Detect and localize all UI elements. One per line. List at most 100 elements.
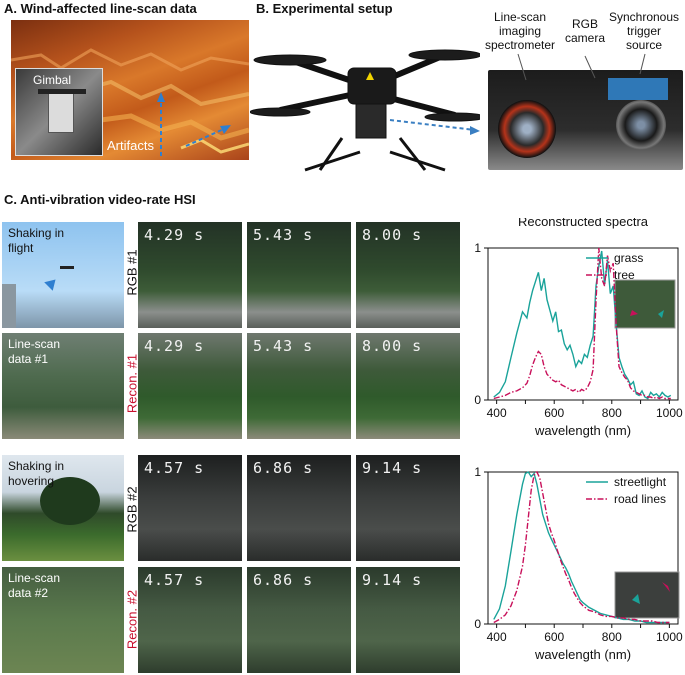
row4-side-label: Line-scan data #2 — [8, 571, 60, 601]
row2-frame-3-time: 8.00 s — [362, 337, 423, 355]
chart-2-legend-label-1: road lines — [614, 492, 666, 506]
row4-side-image: Line-scan data #2 — [2, 567, 124, 673]
row3-frame-2-time: 6.86 s — [253, 459, 314, 477]
chart-1-inset-photo — [614, 279, 676, 329]
gimbal-inset-photo — [15, 68, 103, 156]
chart-1-xtick-label-0: 400 — [487, 406, 507, 420]
chart-2-xtick-label-2: 600 — [544, 630, 564, 644]
spectra-chart-2: 400 600 800 1000 0 1 wavelength (nm) streetligh… — [474, 465, 683, 662]
row2-frame-1: 4.29 s — [138, 333, 242, 439]
trigger-label: Synchronous trigger source — [604, 10, 684, 52]
row2-side-label: Line-scan data #1 — [8, 337, 60, 367]
row2-side-line2: data #1 — [8, 352, 49, 366]
panel-c-title: C. Anti-vibration video-rate HSI — [4, 192, 196, 207]
row4-side-line2: data #2 — [8, 586, 49, 600]
panel-b-title: B. Experimental setup — [256, 1, 393, 16]
chart-1-ytick-label-0: 0 — [474, 393, 481, 407]
row1-side-image: Shaking in flight — [2, 222, 124, 328]
row1-drone-mark — [60, 266, 74, 269]
chart-1-ytick-label-1: 1 — [474, 241, 481, 255]
chart-2-legend-label-0: streetlight — [614, 475, 667, 489]
chart-2-xtick-label-6: 1000 — [656, 630, 683, 644]
chart-2-inset-photo — [614, 571, 680, 619]
chart-1-series-tree — [493, 247, 671, 400]
row3-frame-3-time: 9.14 s — [362, 459, 423, 477]
spectrometer-setup-photo — [488, 70, 683, 170]
chart-2-series-streetlight — [493, 471, 670, 624]
row3-frame-1-time: 4.57 s — [144, 459, 205, 477]
row3-side-image: Shaking in hovering — [2, 455, 124, 561]
drone-illustration — [250, 49, 480, 172]
row1-frame-2-time: 5.43 s — [253, 226, 314, 244]
row1-frame-2: 5.43 s — [247, 222, 351, 328]
row4-frame-3: 9.14 s — [356, 567, 460, 673]
row2-frame-3: 8.00 s — [356, 333, 460, 439]
camera-label: RGB camera — [565, 17, 605, 45]
row2-side-line1: Line-scan — [8, 337, 61, 351]
artifacts-label: Artifacts — [107, 138, 154, 153]
spectrometer-lens — [498, 100, 556, 158]
panel-a-title: A. Wind-affected line-scan data — [4, 1, 197, 16]
row4-side-line1: Line-scan — [8, 571, 61, 585]
row2-frame-2: 5.43 s — [247, 333, 351, 439]
gimbal-arm — [38, 89, 86, 94]
row3-frame-1: 4.57 s — [138, 455, 242, 561]
row3-frame-2: 6.86 s — [247, 455, 351, 561]
rgb-camera-lens — [616, 100, 666, 150]
row1-arrow — [44, 275, 60, 291]
row1-building — [2, 284, 16, 328]
row2-side-image: Line-scan data #1 — [2, 333, 124, 439]
trigger-label-line1: Synchronous — [608, 10, 680, 24]
row4-frame-3-time: 9.14 s — [362, 571, 423, 589]
row1-frame-1: 4.29 s — [138, 222, 242, 328]
row1-frame-1-time: 4.29 s — [144, 226, 205, 244]
row1-side-line1: Shaking in — [8, 226, 65, 240]
chart-2-xtick-label-4: 800 — [602, 630, 622, 644]
chart-2-inset-arrow-teal — [632, 594, 640, 604]
row2-frame-2-time: 5.43 s — [253, 337, 314, 355]
chart-1-xtick-label-2: 600 — [544, 406, 564, 420]
chart-2-xtick-label-0: 400 — [487, 630, 507, 644]
gimbal-label: Gimbal — [33, 73, 72, 87]
row3-side-label: Shaking in hovering — [8, 459, 64, 489]
chart-1-xtick-label-6: 1000 — [656, 406, 683, 420]
chart-2-ytick-label-1: 1 — [474, 465, 481, 479]
row3-frame-3: 9.14 s — [356, 455, 460, 561]
chart-2-ytick-label-0: 0 — [474, 617, 481, 631]
spectra-chart-1: Reconstructed spectra 400 600 800 1000 0 1 wave… — [474, 218, 683, 438]
setup-pointer-lines — [517, 53, 646, 81]
camera-label-line1: RGB — [571, 17, 598, 31]
row3-side-line1: Shaking in — [8, 459, 65, 473]
row4-frame-1-time: 4.57 s — [144, 571, 205, 589]
row3-tree — [40, 477, 100, 525]
trigger-source-box — [608, 78, 668, 100]
chart-1-title: Reconstructed spectra — [518, 218, 649, 229]
row1-frame-3-time: 8.00 s — [362, 226, 423, 244]
trigger-label-line2: trigger — [626, 24, 661, 38]
spectrometer-label: Line-scan imaging spectrometer — [475, 10, 565, 52]
chart-2-xlabel: wavelength (nm) — [534, 647, 631, 662]
camera-label-line2: camera — [565, 31, 606, 45]
chart-1-inset-arrow-teal — [658, 310, 664, 318]
row2-frame-1-time: 4.29 s — [144, 337, 205, 355]
row1-side-label: Shaking in flight — [8, 226, 64, 256]
chart-2-inset-arrow-red — [662, 582, 670, 592]
row4-frame-2: 6.86 s — [247, 567, 351, 673]
artifact-texture — [11, 48, 249, 156]
row3-side-line2: hovering — [8, 474, 55, 488]
chart-1-xlabel: wavelength (nm) — [534, 423, 631, 438]
wind-affected-linescan-image: Gimbal Artifacts — [11, 20, 249, 160]
row1-side-line2: flight — [8, 241, 34, 255]
spectrometer-label-line2: imaging — [498, 24, 542, 38]
spectrometer-label-line1: Line-scan — [493, 10, 547, 24]
chart-1-xtick-label-4: 800 — [602, 406, 622, 420]
row1-frame-3: 8.00 s — [356, 222, 460, 328]
chart-1-legend-label-0: grass — [614, 251, 643, 265]
chart-1-legend-label-1: tree — [614, 268, 635, 282]
trigger-label-line3: source — [625, 38, 663, 52]
gimbal-device — [48, 93, 74, 133]
chart-1-inset-arrow-red — [630, 310, 638, 316]
row4-frame-2-time: 6.86 s — [253, 571, 314, 589]
row4-frame-1: 4.57 s — [138, 567, 242, 673]
spectrometer-label-line3: spectrometer — [484, 38, 556, 52]
